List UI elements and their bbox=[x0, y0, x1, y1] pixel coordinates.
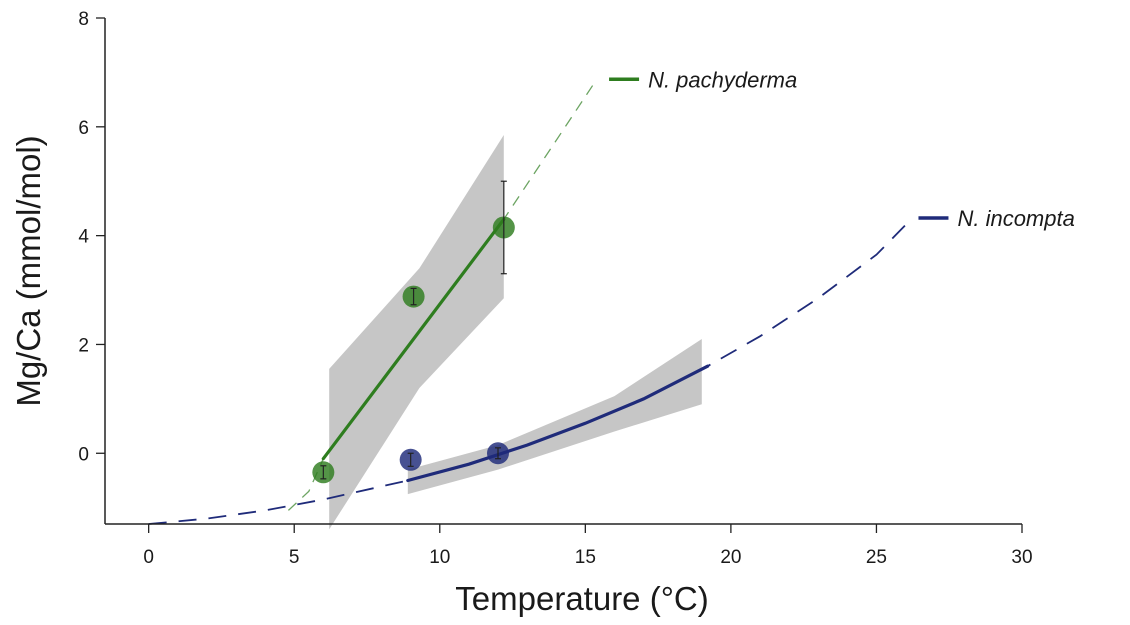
y-tick-label-4: 4 bbox=[78, 227, 89, 248]
x-tick-label-10: 10 bbox=[429, 547, 450, 568]
dashed-extension-incompta bbox=[148, 221, 910, 525]
y-tick-label-8: 8 bbox=[78, 9, 89, 30]
x-tick-label-5: 5 bbox=[289, 547, 300, 568]
fit-line-incompta bbox=[406, 364, 710, 483]
y-tick-label-6: 6 bbox=[78, 118, 89, 139]
x-axis-title: Temperature (°C) bbox=[455, 580, 708, 617]
y-axis-title: Mg/Ca (mmol/mol) bbox=[10, 135, 47, 406]
y-tick-label-0: 0 bbox=[78, 444, 89, 465]
x-tick-label-0: 0 bbox=[143, 547, 154, 568]
x-tick-label-20: 20 bbox=[720, 547, 741, 568]
x-tick-label-25: 25 bbox=[866, 547, 887, 568]
confidence-band-pachyderma bbox=[329, 135, 504, 530]
legend-label-incompta: N. incompta bbox=[957, 206, 1074, 231]
x-tick-label-30: 30 bbox=[1011, 547, 1032, 568]
fit-line-pachyderma bbox=[321, 217, 506, 461]
y-tick-label-2: 2 bbox=[78, 335, 89, 356]
x-tick-label-15: 15 bbox=[575, 547, 596, 568]
confidence-band-incompta bbox=[407, 339, 702, 495]
legend-label-pachyderma: N. pachyderma bbox=[648, 67, 797, 92]
